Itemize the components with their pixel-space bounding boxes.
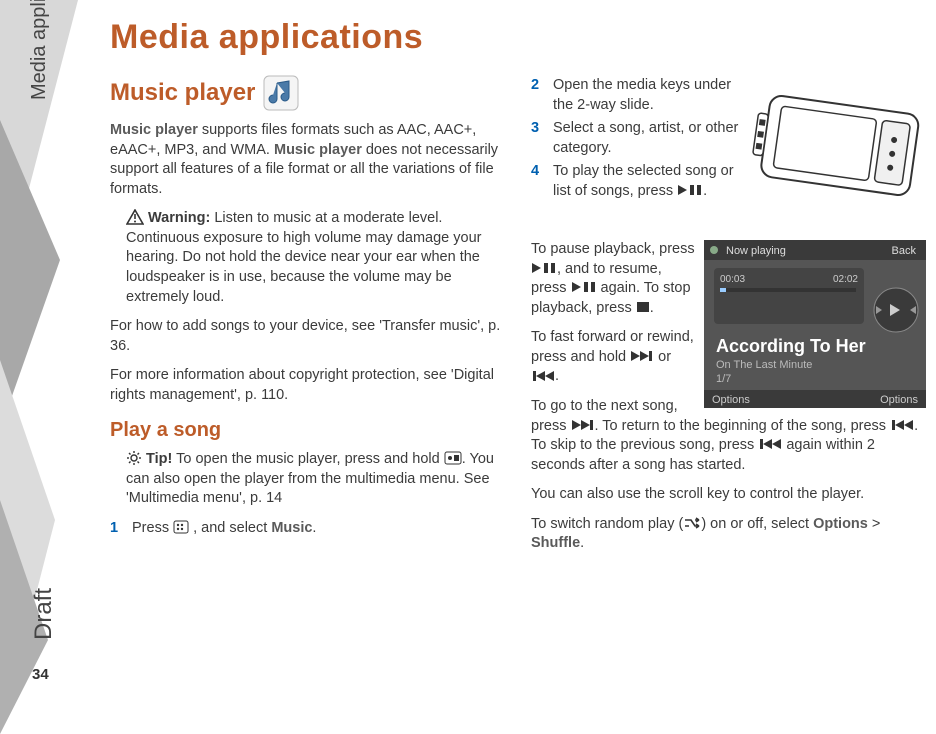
rewind-icon — [531, 368, 555, 384]
next-track-icon — [571, 417, 595, 433]
np-title: Now playing — [726, 245, 786, 257]
scroll-key-paragraph: You can also use the scroll key to contr… — [531, 485, 926, 505]
play-pause-icon — [531, 260, 557, 276]
step-3: 3 Select a song, artist, or other catego… — [531, 119, 740, 158]
np-back: Back — [892, 245, 917, 257]
tip-block: Tip! To open the music player, press and… — [110, 450, 505, 509]
prev-track-icon — [758, 436, 782, 452]
warning-icon — [126, 209, 144, 225]
play-pause-icon — [571, 279, 597, 295]
multimedia-key-icon — [444, 450, 462, 466]
np-time-l: 00:03 — [720, 274, 745, 285]
tip-icon — [126, 450, 142, 466]
drm-ref: For more information about copyright pro… — [110, 366, 505, 405]
stop-icon — [636, 299, 650, 315]
np-soft-r: Options — [880, 394, 918, 406]
np-time-r: 02:02 — [833, 274, 858, 285]
play-pause-icon — [677, 182, 703, 198]
step-1: 1 Press , and select Music. — [110, 519, 505, 539]
step-4: 4 To play the selected song or list of s… — [531, 162, 740, 201]
warning-block: Warning: Listen to music at a moderate l… — [110, 209, 505, 307]
now-playing-screenshot: Now playing Back 00:03 02:02 According T… — [704, 240, 926, 408]
step-2: 2 Open the media keys under the 2-way sl… — [531, 76, 740, 115]
sidebar-section-label: Media applications — [28, 0, 51, 100]
fast-forward-icon — [630, 348, 654, 364]
page-title: Media applications — [110, 18, 505, 57]
shuffle-icon — [683, 515, 701, 531]
music-note-icon — [263, 75, 299, 111]
shuffle-paragraph: To switch random play () on or off, sele… — [531, 515, 926, 554]
np-soft-l: Options — [712, 394, 750, 406]
next-prev-paragraph: To go to the next song, press . To retur… — [531, 397, 926, 475]
music-player-heading: Music player — [110, 75, 505, 111]
intro-paragraph: Music player supports files formats such… — [110, 121, 505, 199]
page-number: 34 — [32, 666, 49, 683]
transfer-ref: For how to add songs to your device, see… — [110, 317, 505, 356]
device-illustration — [746, 76, 926, 226]
np-track: 1/7 — [716, 373, 731, 385]
draft-label: Draft — [30, 588, 58, 640]
menu-key-icon — [173, 519, 189, 535]
np-album: On The Last Minute — [716, 359, 812, 371]
prev-track-icon — [890, 417, 914, 433]
np-song: According To Her — [716, 336, 866, 356]
play-song-heading: Play a song — [110, 419, 505, 442]
